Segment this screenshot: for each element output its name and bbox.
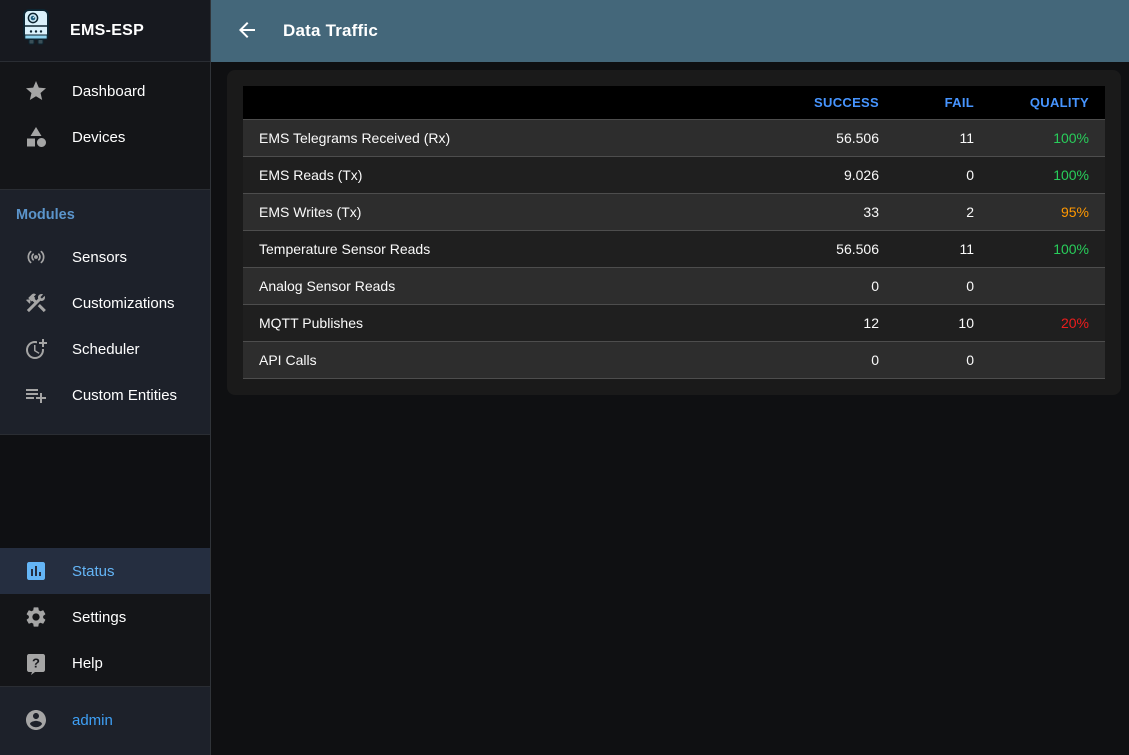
row-label: EMS Reads (Tx)	[259, 167, 363, 183]
admin-username: admin	[72, 711, 113, 729]
table-header: SUCCESS FAIL QUALITY	[243, 86, 1105, 120]
clock-plus-icon	[24, 337, 48, 361]
quality-value	[990, 268, 1105, 305]
sidebar-item-label: Custom Entities	[72, 386, 178, 404]
sidebar-admin-section: admin	[0, 686, 210, 755]
table-row: EMS Telegrams Received (Rx) 56.506 11 10…	[243, 119, 1105, 157]
success-value: 56.506	[836, 130, 879, 146]
category-icon	[24, 125, 48, 149]
sidebar-header: EMS-ESP	[0, 0, 210, 62]
success-value: 12	[863, 315, 879, 331]
main-area: Data Traffic SUCCESS FAIL	[211, 0, 1129, 755]
sidebar-item-devices[interactable]: Devices	[0, 114, 210, 160]
sidebar-item-settings[interactable]: Settings	[0, 594, 210, 640]
quality-value: 95%	[1060, 204, 1089, 220]
sidebar-item-label: Customizations	[72, 294, 175, 312]
sidebar-item-label: Settings	[72, 608, 127, 626]
fail-value: 10	[958, 315, 974, 331]
column-header-label	[243, 86, 770, 120]
row-label: EMS Telegrams Received (Rx)	[259, 130, 451, 146]
table-row: EMS Reads (Tx) 9.026 0 100%	[243, 156, 1105, 194]
quality-value: 20%	[1060, 315, 1089, 331]
sidebar-item-sensors[interactable]: Sensors	[0, 234, 210, 280]
fail-value: 0	[966, 278, 974, 294]
column-header-fail: FAIL	[895, 86, 990, 120]
svg-text:?: ?	[32, 656, 40, 671]
success-value: 56.506	[836, 241, 879, 257]
quality-value: 100%	[1053, 167, 1089, 183]
sidebar-modules-section: Modules Sensors Customization	[0, 190, 210, 435]
question-icon: ?	[24, 651, 48, 675]
fail-value: 0	[966, 352, 974, 368]
sidebar-item-customizations[interactable]: Customizations	[0, 280, 210, 326]
sidebar-item-label: Help	[72, 654, 103, 672]
back-button[interactable]	[233, 17, 261, 45]
row-label: MQTT Publishes	[259, 315, 363, 331]
success-value: 33	[863, 204, 879, 220]
table-row: API Calls 0 0	[243, 341, 1105, 379]
sidebar: EMS-ESP Dashboard Devices Modules	[0, 0, 211, 755]
sidebar-bottom-section: Status Settings ? Help	[0, 548, 210, 686]
table-row: Analog Sensor Reads 0 0	[243, 267, 1105, 305]
data-traffic-table: SUCCESS FAIL QUALITY EMS Telegrams Recei…	[243, 86, 1105, 379]
sidebar-main-section: Dashboard Devices	[0, 62, 210, 190]
row-label: EMS Writes (Tx)	[259, 204, 362, 220]
playlist-add-icon	[24, 383, 48, 407]
row-label: Temperature Sensor Reads	[259, 241, 431, 257]
sidebar-item-help[interactable]: ? Help	[0, 640, 210, 686]
sidebar-item-label: Devices	[72, 128, 126, 146]
sensors-icon	[24, 245, 48, 269]
success-value: 0	[871, 278, 879, 294]
quality-value: 100%	[1053, 241, 1089, 257]
content-area: SUCCESS FAIL QUALITY EMS Telegrams Recei…	[211, 62, 1129, 755]
table-row: MQTT Publishes 12 10 20%	[243, 304, 1105, 342]
sidebar-item-label: Status	[72, 562, 115, 580]
construction-icon	[24, 291, 48, 315]
sidebar-item-custom-entities[interactable]: Custom Entities	[0, 372, 210, 418]
table-body: EMS Telegrams Received (Rx) 56.506 11 10…	[243, 119, 1105, 379]
row-label: API Calls	[259, 352, 317, 368]
arrow-back-icon	[235, 18, 259, 45]
fail-value: 0	[966, 167, 974, 183]
sidebar-item-scheduler[interactable]: Scheduler	[0, 326, 210, 372]
column-header-success: SUCCESS	[770, 86, 895, 120]
sidebar-item-label: Dashboard	[72, 82, 146, 100]
table-header-row: SUCCESS FAIL QUALITY	[243, 86, 1105, 120]
table-row: EMS Writes (Tx) 33 2 95%	[243, 193, 1105, 231]
data-traffic-panel: SUCCESS FAIL QUALITY EMS Telegrams Recei…	[227, 70, 1121, 395]
bar-chart-icon	[24, 559, 48, 583]
sidebar-spacer	[0, 435, 210, 548]
quality-value: 100%	[1053, 130, 1089, 146]
page-title: Data Traffic	[283, 21, 378, 40]
success-value: 9.026	[843, 167, 879, 183]
sidebar-item-dashboard[interactable]: Dashboard	[0, 68, 210, 114]
row-label: Analog Sensor Reads	[259, 278, 396, 294]
boiler-logo-icon	[18, 8, 54, 53]
success-value: 0	[871, 352, 879, 368]
appbar: Data Traffic	[211, 0, 1129, 62]
sidebar-item-admin[interactable]: admin	[0, 697, 210, 743]
star-icon	[24, 79, 48, 103]
quality-value	[990, 342, 1105, 379]
fail-value: 11	[959, 130, 974, 146]
sidebar-item-label: Scheduler	[72, 340, 140, 358]
fail-value: 11	[959, 241, 974, 257]
table-row: Temperature Sensor Reads 56.506 11 100%	[243, 230, 1105, 268]
fail-value: 2	[966, 204, 974, 220]
app-title: EMS-ESP	[70, 21, 145, 39]
modules-section-header: Modules	[16, 207, 75, 223]
account-circle-icon	[24, 708, 48, 732]
gear-icon	[24, 605, 48, 629]
sidebar-item-label: Sensors	[72, 248, 128, 266]
column-header-quality: QUALITY	[990, 86, 1105, 120]
sidebar-item-status[interactable]: Status	[0, 548, 210, 594]
